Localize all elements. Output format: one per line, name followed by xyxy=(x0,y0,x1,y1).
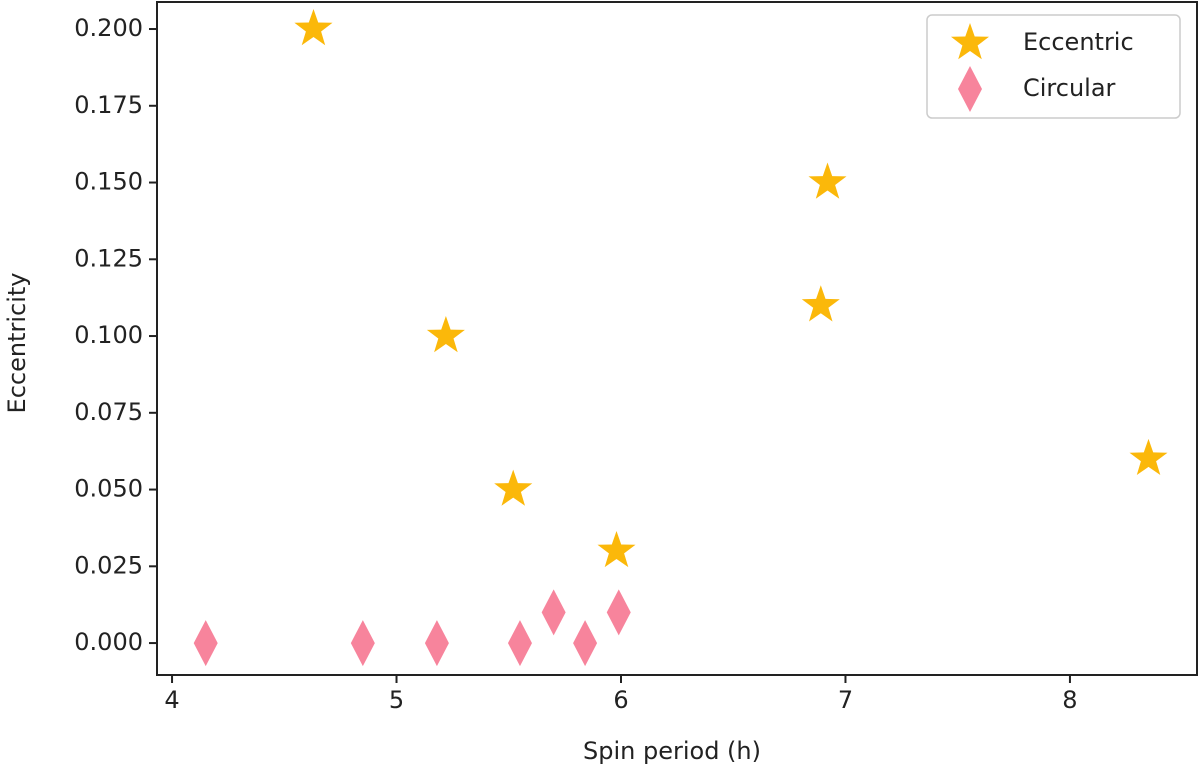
point xyxy=(808,162,847,199)
point xyxy=(494,469,533,506)
x-axis-label: Spin period (h) xyxy=(583,737,761,765)
point xyxy=(424,620,449,667)
x-tick-label: 8 xyxy=(1062,686,1077,714)
point xyxy=(541,589,566,636)
legend-label: Circular xyxy=(1023,74,1116,102)
x-tick-label: 6 xyxy=(613,686,628,714)
x-tick-label: 4 xyxy=(164,686,179,714)
y-tick-label: 0.025 xyxy=(74,551,143,579)
x-tick-label: 7 xyxy=(838,686,853,714)
point xyxy=(507,620,532,667)
point xyxy=(573,620,598,667)
point xyxy=(426,316,465,353)
point xyxy=(193,620,218,667)
point xyxy=(606,589,631,636)
y-tick-label: 0.125 xyxy=(74,244,143,272)
y-axis-label: Eccentricity xyxy=(3,273,31,414)
y-tick-label: 0.000 xyxy=(74,628,143,656)
point xyxy=(1129,438,1168,475)
y-tick-label: 0.075 xyxy=(74,398,143,426)
legend-label: Eccentric xyxy=(1023,28,1134,56)
plot-frame xyxy=(156,1,1198,676)
y-tick-label: 0.175 xyxy=(74,91,143,119)
y-tick-label: 0.100 xyxy=(74,321,143,349)
legend-marker xyxy=(951,23,989,60)
legend-marker xyxy=(958,66,982,112)
y-tick-label: 0.050 xyxy=(74,475,143,503)
point xyxy=(350,620,375,667)
point xyxy=(294,9,333,46)
legend-box xyxy=(926,14,1181,119)
x-tick-label: 5 xyxy=(389,686,404,714)
y-tick-label: 0.200 xyxy=(74,14,143,42)
point xyxy=(801,285,840,322)
point xyxy=(597,531,636,568)
y-tick-label: 0.150 xyxy=(74,168,143,196)
